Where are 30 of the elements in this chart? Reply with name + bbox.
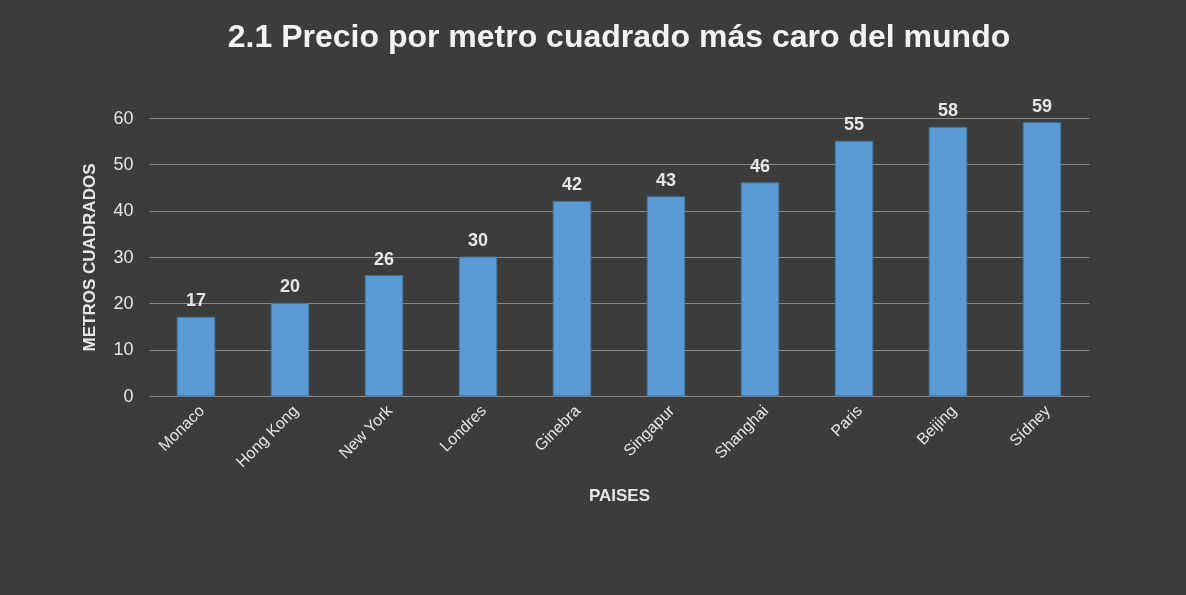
- y-tick-label: 0: [123, 385, 134, 406]
- chart-title: 2.1 Precio por metro cuadrado más caro del mundo: [227, 17, 1011, 54]
- bar: [646, 196, 686, 397]
- data-label: 30: [467, 230, 489, 250]
- data-label: 55: [843, 114, 865, 135]
- bar: [270, 302, 310, 397]
- data-label: 43: [655, 169, 677, 190]
- data-label: 46: [749, 155, 771, 176]
- bar: [364, 275, 404, 397]
- bar: [928, 126, 968, 397]
- y-tick-label: 30: [113, 246, 134, 267]
- x-axis-title: PAISES: [588, 486, 651, 506]
- data-label: 59: [1031, 95, 1053, 116]
- bar: [176, 316, 216, 397]
- data-label: 26: [373, 248, 395, 269]
- y-tick-label: 20: [113, 292, 134, 313]
- data-label: 42: [561, 174, 583, 195]
- bar: [834, 140, 874, 397]
- bar: [740, 182, 780, 397]
- bar: [1022, 122, 1062, 397]
- data-label: 20: [279, 276, 301, 297]
- bar: [458, 256, 498, 397]
- y-tick-label: 50: [113, 153, 134, 174]
- bar: [552, 200, 592, 397]
- y-tick-label: 40: [113, 200, 134, 221]
- y-tick-label: 60: [113, 107, 134, 128]
- data-label: 58: [937, 100, 959, 121]
- y-tick-label: 10: [113, 339, 134, 360]
- data-label: 17: [185, 290, 207, 311]
- y-axis-title: METROS CUADRADOS: [80, 163, 100, 352]
